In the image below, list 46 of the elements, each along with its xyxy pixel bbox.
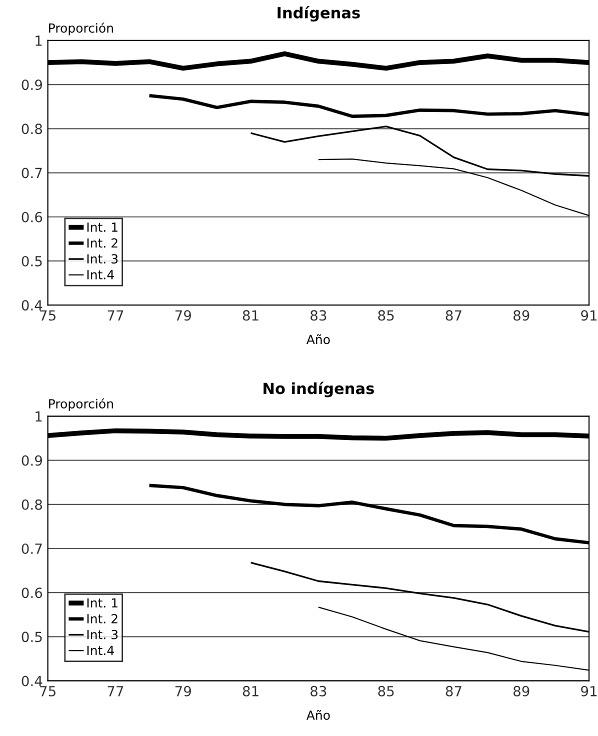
legend-label: Int. 2 [87, 614, 118, 624]
x-tick-label: 87 [446, 310, 462, 321]
legend-label: Int. 1 [87, 222, 118, 232]
x-tick-label: 81 [242, 310, 258, 321]
x-tick-label: 79 [175, 686, 191, 696]
legend-label: Int.4 [87, 646, 114, 655]
x-tick-label: 87 [446, 686, 462, 696]
x-tick-label: 77 [108, 310, 124, 320]
y-tick-label: 0.5 [22, 632, 42, 642]
x-tick-label: 91 [581, 310, 597, 321]
x-tick-label: 89 [513, 310, 530, 321]
legend-label: Int. 3 [87, 630, 118, 640]
y-tick-label: 0.7 [22, 543, 42, 554]
x-tick-label: 81 [242, 686, 258, 696]
x-tick-label: 89 [513, 686, 530, 696]
legend-label: Int. 2 [87, 238, 118, 248]
y-tick-label: 1 [36, 36, 42, 46]
y-tick-label: 0.9 [22, 80, 42, 90]
y-tick-label: 0.7 [22, 168, 42, 178]
legend-label: Int. 3 [87, 254, 118, 264]
y-tick-label: 1 [36, 411, 42, 422]
x-tick-label: 75 [40, 686, 56, 696]
y-tick-label: 0.4 [22, 676, 42, 686]
x-tick-label: 83 [310, 310, 326, 321]
x-tick-label: 77 [108, 686, 124, 696]
chart-title: No indígenas [264, 382, 374, 398]
y-axis-title: Proporción [49, 398, 113, 411]
x-tick-label: 85 [378, 686, 394, 696]
x-axis-title: Año [306, 334, 330, 344]
legend-label: Int. 1 [87, 598, 118, 608]
x-tick-label: 83 [310, 686, 326, 696]
y-tick-label: 0.4 [22, 300, 42, 311]
x-tick-label: 85 [378, 310, 394, 321]
y-tick-label: 0.5 [22, 256, 42, 266]
x-axis-title: Año [306, 710, 330, 720]
legend-label: Int.4 [87, 270, 114, 280]
y-tick-label: 0.6 [22, 588, 42, 598]
y-axis-title: Proporción [49, 22, 113, 36]
x-tick-label: 79 [175, 310, 191, 321]
y-tick-label: 0.9 [22, 455, 42, 466]
x-tick-label: 75 [40, 310, 56, 321]
y-tick-label: 0.8 [22, 499, 42, 510]
x-tick-label: 91 [581, 686, 597, 696]
y-tick-label: 0.6 [22, 212, 42, 222]
y-tick-label: 0.8 [22, 124, 42, 134]
chart-title: Indígenas [278, 6, 360, 22]
